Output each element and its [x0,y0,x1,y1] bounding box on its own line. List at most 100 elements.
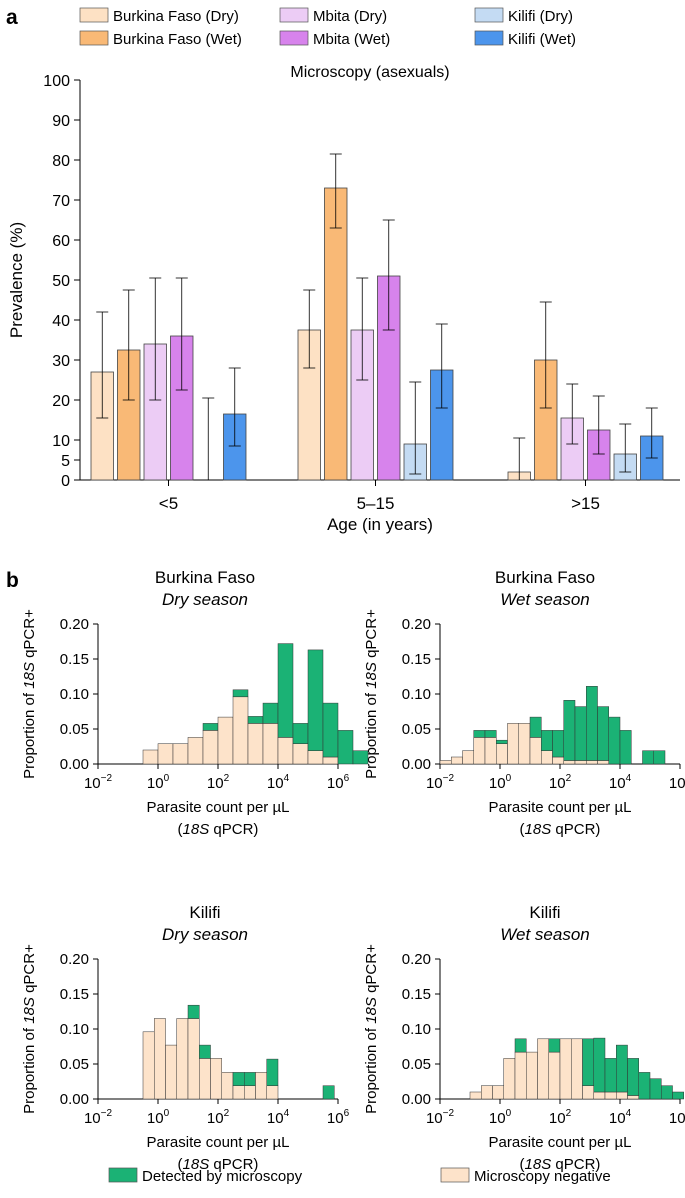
x-tick-exponent: 0 [164,1108,170,1119]
x-tick-exponent: 2 [566,773,572,784]
x-axis-label: Parasite count per µL [489,1134,632,1151]
x-label-part: 18S [525,1156,552,1173]
legend-swatch [79,30,109,46]
bar-microscopy-negative [627,1095,639,1100]
bar-detected-microscopy [247,716,264,724]
bar-microscopy-negative [202,730,219,765]
bar-microscopy-negative [199,1058,211,1100]
x-tick-exponent: 6 [344,773,350,784]
bar-detected-microscopy [187,1004,200,1019]
bar-detected-microscopy [649,1078,662,1100]
chart-title: Microscopy (asexuals) [290,64,449,81]
bar-microscopy-negative [154,1018,166,1100]
bar-detected-microscopy [616,1044,628,1093]
bar-microscopy-negative [593,1091,606,1100]
y-label-part: Proportion of [363,1024,380,1114]
x-tick-base: 10 [267,1110,284,1127]
bar-microscopy-negative [244,1085,256,1100]
bar-microscopy-negative [548,1051,561,1100]
bar-detected-microscopy [604,1058,617,1093]
histogram-panel: Burkina Faso Wet season Proportion of 18S … [363,568,685,838]
y-tick-label: 0.00 [60,756,89,773]
y-label-part: qPCR+ [363,609,380,662]
x-tick-label: 102 [207,1108,230,1127]
bar-microscopy-negative [469,1091,482,1100]
bar-microscopy-negative [262,723,279,765]
bar-microscopy-negative [187,1018,200,1100]
y-tick-label: 100 [43,73,70,90]
y-axis-label: Proportion of 18S qPCR+ [363,609,380,779]
bar-detected-microscopy [266,1058,279,1086]
bar-microscopy-negative [292,743,309,765]
bar-detected-microscopy [292,723,309,744]
y-tick-label: 0.10 [402,686,431,703]
x-tick-base: 10 [609,775,626,792]
x-tick-label: 104 [267,1108,290,1127]
x-tick-label: 100 [147,773,170,792]
x-label-part: 18S [183,821,210,838]
x-tick-exponent: 2 [566,1108,572,1119]
x-tick-base: 10 [609,1110,626,1127]
bar-microscopy-negative [529,737,542,765]
bar-detected-microscopy [541,730,553,751]
y-label-part: 18S [363,662,380,689]
bar-detected-microscopy [202,723,219,731]
legend-item: Kilifi (Wet) [474,30,576,48]
x-label-part: qPCR) [551,1156,600,1173]
bar-microscopy-negative [142,749,159,765]
x-tick-label: 10−2 [84,773,113,792]
y-tick-label: 0.15 [60,651,89,668]
x-axis-label-2: (18S qPCR) [178,821,259,838]
y-tick-label: 0.00 [402,756,431,773]
y-tick-label: 20 [52,393,70,410]
panel-title: Burkina Faso [495,568,595,587]
y-tick-label: 0.15 [402,651,431,668]
legend-label: Microscopy negative [474,1168,611,1185]
y-tick-label: 50 [52,273,70,290]
panel-a-chart: Microscopy (asexuals) 0 5 10 20 30 40 50 60 70 80 9… [7,64,680,534]
x-tick-exponent: 4 [284,1108,290,1119]
x-tick-exponent: 0 [164,773,170,784]
x-tick-exponent: 4 [626,773,632,784]
bar-microscopy-negative [552,756,564,765]
legend-item: Burkina Faso (Wet) [79,30,242,48]
bar-detected-microscopy [514,1038,527,1053]
y-tick-label: 0.20 [60,951,89,968]
x-tick-label: 106 [669,773,685,792]
y-axis-label: Proportion of 18S qPCR+ [363,944,380,1114]
bar-detected-microscopy [322,1085,335,1100]
x-label-part: ( [520,1156,525,1173]
legend-swatch [474,30,504,46]
legend-item: Microscopy negative [440,1167,611,1185]
bar-detected-microscopy [627,1058,639,1096]
histogram-panel: Kilifi Wet season Proportion of 18S qPCR+ 0… [363,903,685,1173]
bar-detected-microscopy [352,750,369,765]
y-tick-label: 60 [52,233,70,250]
panel-a-letter: a [6,6,18,29]
legend-label: Burkina Faso (Wet) [113,31,242,48]
x-tick-base: 10 [147,1110,164,1127]
x-tick-base: 10 [549,1110,566,1127]
x-tick-label: >15 [571,494,600,513]
bar-detected-microscopy [262,702,279,724]
x-label-part: qPCR) [551,821,600,838]
x-tick-base: 10 [207,775,224,792]
y-label-part: Proportion of [21,1024,38,1114]
bar-detected-microscopy [552,730,564,758]
x-tick-exponent: 2 [224,773,230,784]
x-tick-base: 10 [84,775,101,792]
legend-item: Mbita (Wet) [279,30,390,48]
bar-microscopy-negative [266,1085,279,1100]
bar-microscopy-negative [187,737,204,765]
x-tick-exponent: 2 [224,1108,230,1119]
bar-detected-microscopy [337,730,354,765]
bar-microscopy-negative [496,743,508,765]
bar-microscopy-negative [439,760,452,765]
y-axis-label: Prevalence (%) [7,222,26,338]
legend-item: Detected by microscopy [108,1167,303,1185]
bar-detected-microscopy [277,643,294,738]
bar-detected-microscopy [307,649,324,751]
x-tick-base: 10 [489,1110,506,1127]
legend-label: Mbita (Wet) [313,31,390,48]
bar-detected-microscopy [638,1072,651,1100]
